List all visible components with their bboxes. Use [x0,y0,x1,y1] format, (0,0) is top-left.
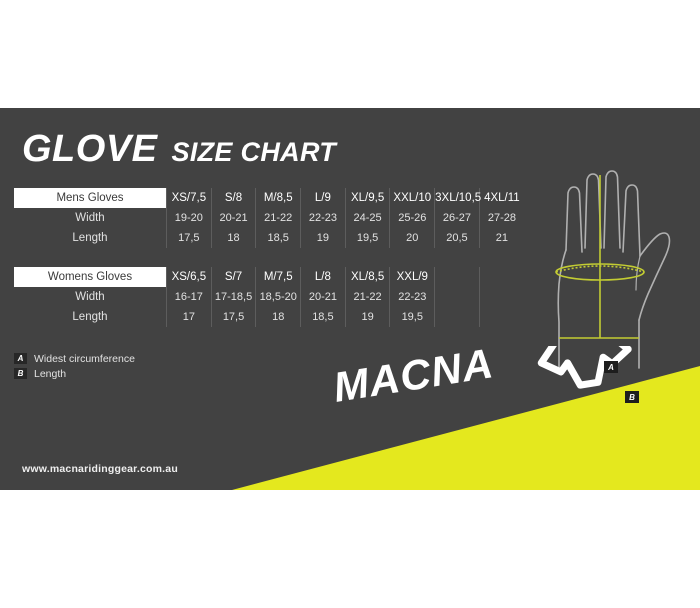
mens-length-5: 20 [389,228,435,248]
hand-outline-icon [557,170,671,369]
table-row: Length 17 17,5 18 18,5 19 19,5 [14,307,524,327]
mens-length-6: 20,5 [434,228,480,248]
womens-length-5: 19,5 [389,307,435,327]
womens-length-6 [434,307,480,327]
page-title: GLOVE SIZE CHART [22,130,336,168]
womens-size-0: XS/6,5 [166,267,212,287]
mens-row-label-width: Width [75,212,105,224]
womens-width-0: 16-17 [166,287,212,307]
womens-length-3: 18,5 [300,307,346,327]
mens-width-1: 20-21 [210,208,256,228]
mens-width-6: 26-27 [434,208,480,228]
macna-chevron-mark-icon [537,346,632,389]
legend-marker-a-icon: A [14,353,27,364]
mens-width-7: 27-28 [478,208,524,228]
womens-size-2: M/7,5 [255,267,301,287]
legend-label-b: Length [34,367,67,380]
mens-row-label-length: Length [72,232,108,244]
mens-size-7: 4XL/11 [478,188,524,208]
womens-size-4: XL/8,5 [344,267,390,287]
mens-width-0: 19-20 [166,208,212,228]
title-sub-text: SIZE CHART [171,137,337,167]
womens-table-header-label: Womens Gloves [14,267,167,287]
diagram-badge-b-icon: B [625,391,639,403]
website-url: www.macnaridinggear.com.au [22,463,178,475]
womens-row-label-length: Length [72,311,108,323]
mens-width-4: 24-25 [344,208,390,228]
mens-size-table: Mens Gloves XS/7,5 S/8 M/8,5 L/9 XL/9,5 … [14,188,524,248]
mens-table-header-label: Mens Gloves [14,188,167,208]
mens-length-4: 19,5 [344,228,390,248]
title-main-text: GLOVE [22,128,158,170]
womens-width-3: 20-21 [300,287,346,307]
table-row: Width 19-20 20-21 21-22 22-23 24-25 25-2… [14,208,524,228]
mens-width-5: 25-26 [389,208,435,228]
womens-row-label-width: Width [75,291,105,303]
womens-length-7 [478,307,524,327]
mens-size-5: XXL/10 [389,188,435,208]
mens-length-7: 21 [478,228,524,248]
mens-size-0: XS/7,5 [166,188,212,208]
womens-length-1: 17,5 [210,307,256,327]
womens-length-0: 17 [166,307,212,327]
mens-size-2: M/8,5 [255,188,301,208]
womens-size-table: Womens Gloves XS/6,5 S/7 M/7,5 L/8 XL/8,… [14,267,524,327]
table-row: Mens Gloves XS/7,5 S/8 M/8,5 L/9 XL/9,5 … [14,188,524,208]
legend-marker-b-icon: B [14,368,27,379]
legend-label-a: Widest circumference [34,352,135,365]
hand-measurement-diagram [555,170,671,369]
legend-item-b: B Length [14,366,135,381]
legend-item-a: A Widest circumference [14,351,135,366]
womens-width-7 [478,287,524,307]
womens-size-7 [478,267,524,287]
macna-brand-logo: MACNA [336,346,632,411]
womens-width-5: 22-23 [389,287,435,307]
mens-size-6: 3XL/10,5 [434,188,481,208]
measurement-legend: A Widest circumference B Length [14,351,135,381]
womens-width-1: 17-18,5 [210,287,256,307]
womens-size-6 [434,267,480,287]
mens-length-1: 18 [210,228,256,248]
diagram-badge-a-icon: A [604,361,618,373]
womens-length-4: 19 [344,307,390,327]
table-row: Length 17,5 18 18,5 19 19,5 20 20,5 21 [14,228,524,248]
womens-width-4: 21-22 [344,287,390,307]
mens-width-3: 22-23 [300,208,346,228]
mens-size-1: S/8 [210,188,256,208]
mens-length-3: 19 [300,228,346,248]
mens-size-4: XL/9,5 [344,188,390,208]
macna-wordmark: MACNA [336,346,497,411]
womens-size-1: S/7 [210,267,256,287]
mens-length-2: 18,5 [255,228,301,248]
womens-width-6 [434,287,480,307]
mens-size-3: L/9 [300,188,346,208]
table-row: Womens Gloves XS/6,5 S/7 M/7,5 L/8 XL/8,… [14,267,524,287]
womens-length-2: 18 [255,307,301,327]
womens-size-3: L/8 [300,267,346,287]
mens-length-0: 17,5 [166,228,212,248]
table-row: Width 16-17 17-18,5 18,5-20 20-21 21-22 … [14,287,524,307]
mens-width-2: 21-22 [255,208,301,228]
womens-size-5: XXL/9 [389,267,435,287]
womens-width-2: 18,5-20 [255,287,301,307]
size-chart-panel: GLOVE SIZE CHART Mens Gloves XS/7,5 S/8 … [0,108,700,490]
